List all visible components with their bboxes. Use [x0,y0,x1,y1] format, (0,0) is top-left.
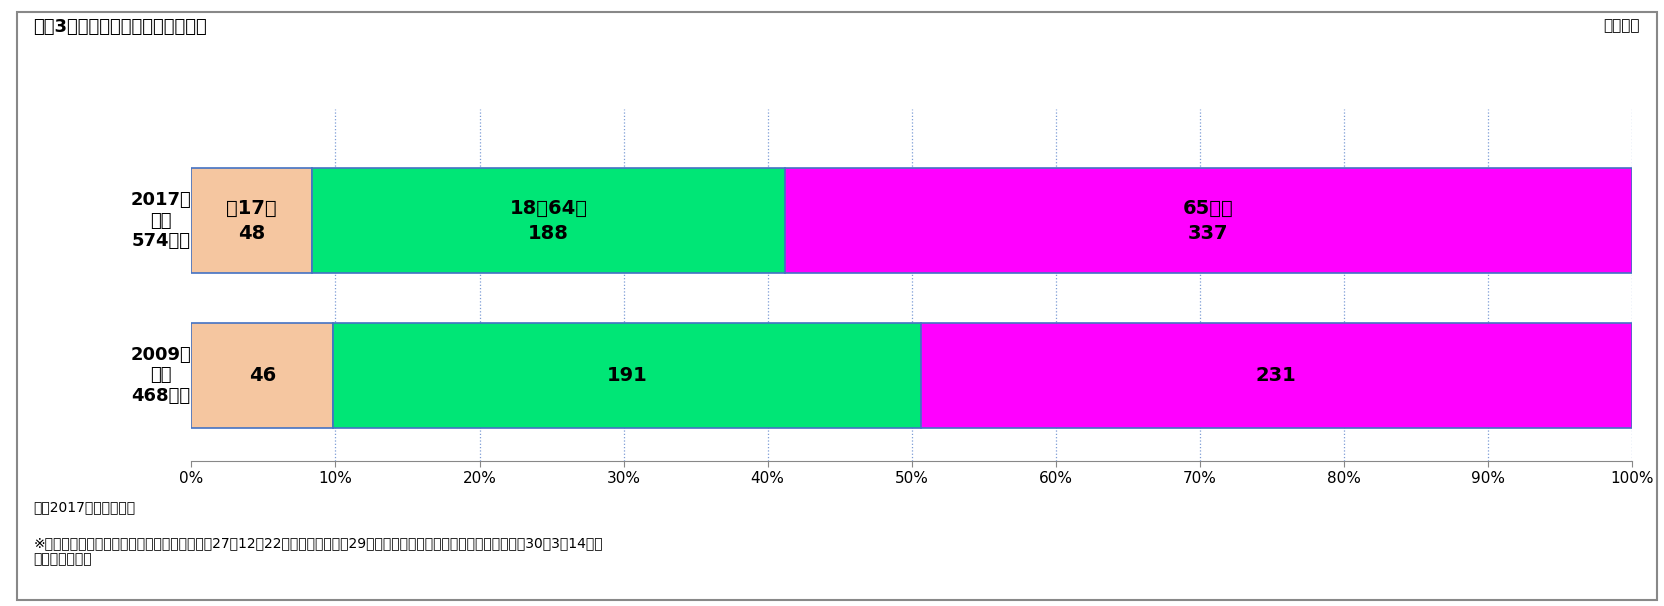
Text: 2017年
全体
574万人: 2017年 全体 574万人 [130,191,191,250]
Bar [311,168,784,273]
Text: 〜17歳
48: 〜17歳 48 [226,199,276,242]
Text: 65歳〜
337: 65歳〜 337 [1181,199,1233,242]
Text: ＊　2017年は、速報値: ＊ 2017年は、速報値 [33,500,135,514]
Bar [333,323,920,428]
Text: 46: 46 [248,366,276,385]
Text: （万人）: （万人） [1602,18,1639,33]
Text: 2009年
全体
468万人: 2009年 全体 468万人 [130,345,191,405]
Text: 191: 191 [606,366,647,385]
Text: ※「救急・救助の現況」（総務省消防庁，平成27年12月22日）および「平成29年の救急出動件数等（速報）」（同，平成30年3月14日）
より、筆者作成: ※「救急・救助の現況」（総務省消防庁，平成27年12月22日）および「平成29年… [33,536,602,567]
Bar [191,323,333,428]
Text: 図表3．年齢区分別の搬送人員割合: 図表3．年齢区分別の搬送人員割合 [33,18,206,36]
Bar [920,323,1631,428]
Bar [784,168,1631,273]
Text: 18〜64歳
188: 18〜64歳 188 [509,199,587,242]
Text: 231: 231 [1255,366,1296,385]
Bar [191,168,311,273]
